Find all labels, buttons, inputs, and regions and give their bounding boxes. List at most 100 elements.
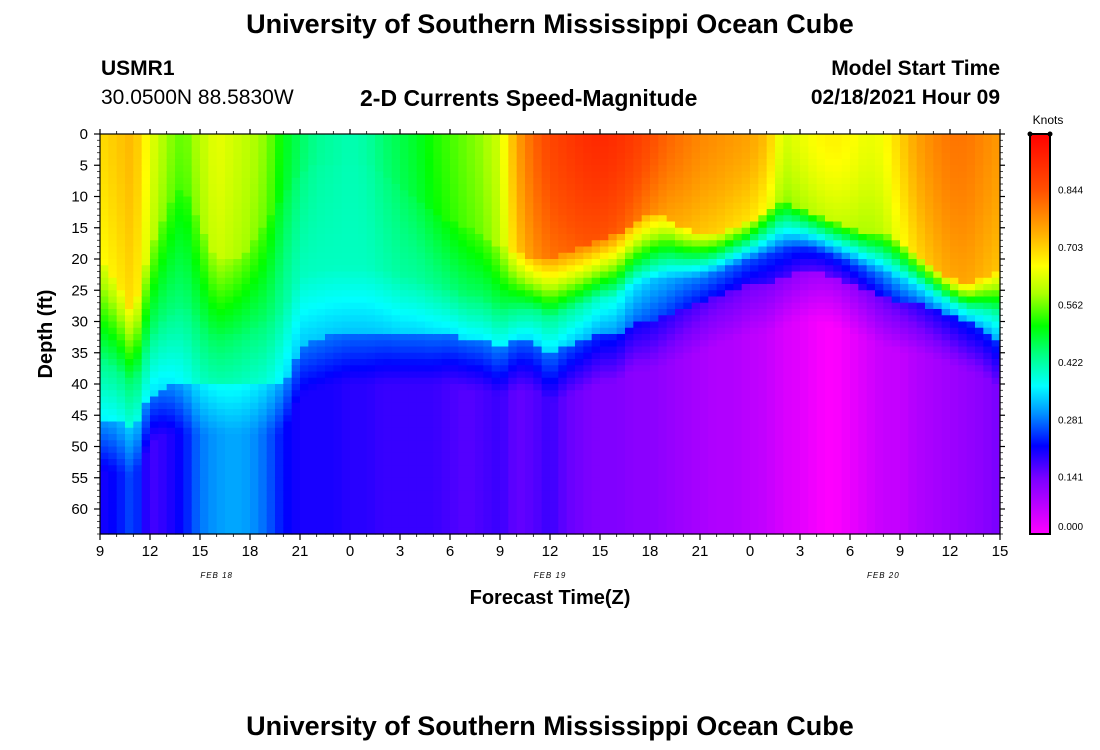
heatmap-cell: [483, 434, 493, 441]
heatmap-cell: [108, 484, 118, 491]
heatmap-cell: [241, 509, 251, 516]
heatmap-cell: [425, 465, 434, 473]
heatmap-cell: [491, 521, 501, 529]
heatmap-cell: [441, 284, 451, 291]
heatmap-cell: [258, 146, 268, 154]
heatmap-cell: [208, 265, 218, 273]
heatmap-cell: [558, 284, 568, 291]
heatmap-cell: [691, 296, 701, 304]
heatmap-cell: [675, 390, 684, 398]
heatmap-cell: [541, 515, 551, 523]
heatmap-cell: [675, 515, 684, 523]
heatmap-cell: [725, 415, 734, 423]
heatmap-cell: [358, 346, 368, 354]
heatmap-cell: [400, 202, 409, 210]
heatmap-cell: [408, 402, 418, 410]
heatmap-cell: [141, 277, 151, 285]
heatmap-cell: [650, 346, 659, 354]
heatmap-cell: [633, 152, 643, 160]
heatmap-cell: [458, 277, 468, 285]
heatmap-cell: [658, 377, 668, 385]
heatmap-cell: [666, 184, 676, 191]
heatmap-cell: [675, 215, 684, 223]
heatmap-cell: [300, 434, 309, 441]
heatmap-cell: [366, 284, 376, 291]
heatmap-cell: [566, 359, 576, 366]
heatmap-cell: [100, 327, 109, 335]
heatmap-cell: [333, 421, 343, 429]
heatmap-cell: [216, 421, 226, 429]
heatmap-cell: [100, 171, 109, 179]
heatmap-cell: [191, 390, 201, 398]
heatmap-cell: [625, 321, 634, 329]
heatmap-cell: [166, 527, 176, 535]
heatmap-cell: [141, 190, 151, 198]
heatmap-cell: [100, 202, 109, 210]
heatmap-cell: [391, 221, 401, 229]
heatmap-cell: [225, 465, 234, 473]
heatmap-cell: [241, 452, 251, 460]
heatmap-cell: [450, 165, 459, 173]
heatmap-cell: [458, 346, 468, 354]
heatmap-cell: [625, 190, 634, 198]
heatmap-cell: [375, 315, 384, 323]
heatmap-cell: [433, 496, 443, 504]
heatmap-cell: [308, 340, 318, 348]
heatmap-cell: [183, 521, 193, 529]
heatmap-cell: [358, 190, 368, 198]
heatmap-cell: [433, 340, 443, 348]
heatmap-cell: [200, 252, 209, 260]
heatmap-cell: [516, 434, 526, 441]
heatmap-cell: [525, 240, 534, 248]
heatmap-cell: [358, 390, 368, 398]
heatmap-cell: [741, 209, 751, 216]
heatmap-cell: [166, 165, 176, 173]
heatmap-cell: [575, 184, 584, 191]
heatmap-cell: [566, 409, 576, 416]
heatmap-cell: [283, 359, 293, 366]
heatmap-cell: [450, 190, 459, 198]
heatmap-cell: [258, 196, 268, 204]
heatmap-cell: [358, 427, 368, 435]
heatmap-cell: [650, 371, 659, 379]
heatmap-cell: [333, 165, 343, 173]
heatmap-cell: [450, 202, 459, 210]
heatmap-cell: [525, 246, 534, 254]
heatmap-cell: [100, 352, 109, 360]
heatmap-cell: [150, 252, 159, 260]
heatmap-cell: [275, 184, 284, 191]
heatmap-cell: [108, 184, 118, 191]
heatmap-cell: [491, 471, 501, 479]
heatmap-cell: [283, 352, 293, 360]
heatmap-cell: [108, 396, 118, 404]
heatmap-cell: [191, 140, 201, 148]
heatmap-cell: [466, 327, 476, 335]
heatmap-cell: [233, 202, 243, 210]
heatmap-cell: [233, 277, 243, 285]
heatmap-cell: [575, 390, 584, 398]
heatmap-cell: [108, 271, 118, 279]
heatmap-cell: [716, 240, 726, 248]
heatmap-cell: [475, 265, 484, 273]
heatmap-cell: [333, 384, 343, 391]
heatmap-cell: [125, 290, 134, 298]
heatmap-cell: [241, 521, 251, 529]
heatmap-cell: [633, 165, 643, 173]
heatmap-cell: [191, 371, 201, 379]
heatmap-cell: [516, 465, 526, 473]
heatmap-cell: [566, 215, 576, 223]
heatmap-cell: [375, 165, 384, 173]
heatmap-cell: [133, 346, 143, 354]
heatmap-cell: [108, 440, 118, 448]
heatmap-cell: [108, 415, 118, 423]
heatmap-cell: [225, 190, 234, 198]
heatmap-cell: [558, 234, 568, 241]
heatmap-cell: [708, 352, 718, 360]
heatmap-cell: [733, 327, 743, 335]
heatmap-cell: [241, 227, 251, 235]
heatmap-cell: [283, 309, 293, 316]
heatmap-cell: [316, 527, 326, 535]
heatmap-cell: [466, 490, 476, 498]
heatmap-cell: [541, 209, 551, 216]
heatmap-cell: [650, 234, 659, 241]
